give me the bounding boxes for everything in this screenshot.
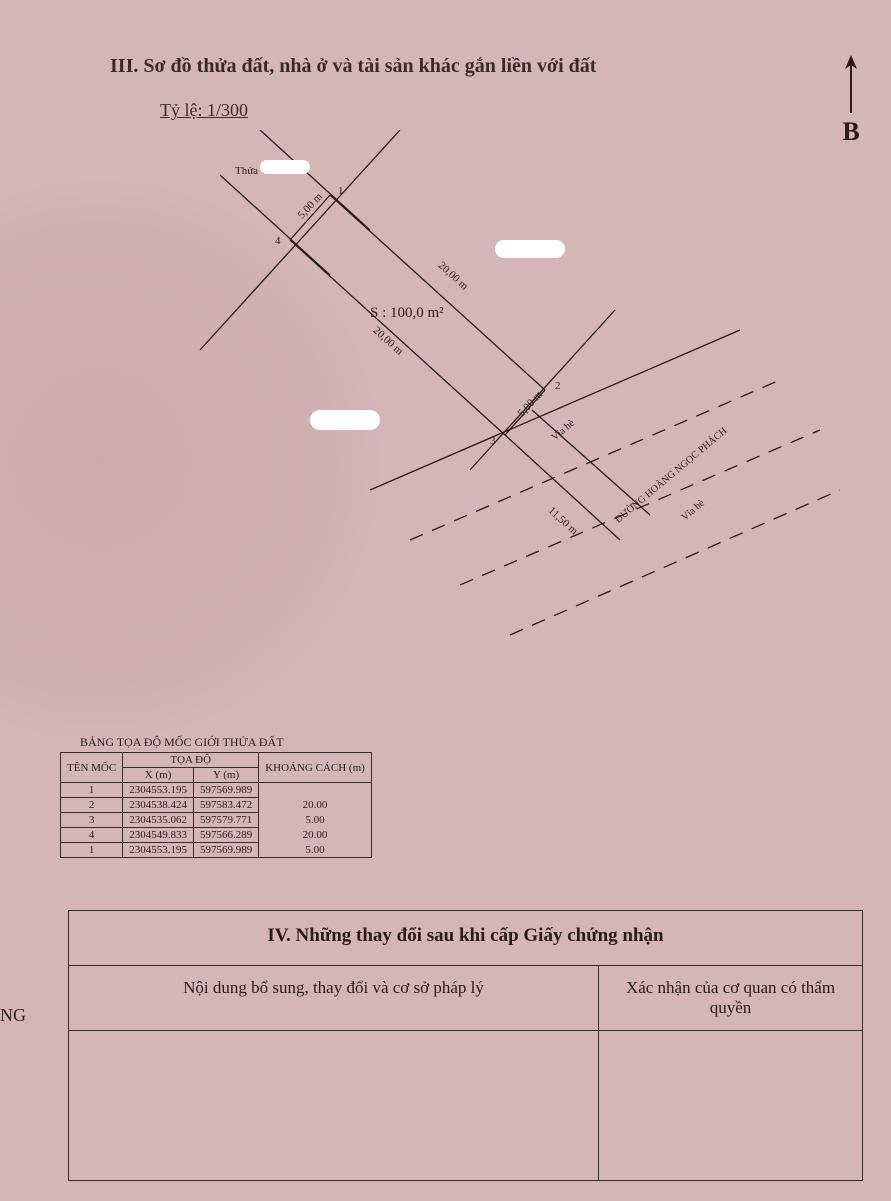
- redaction-3: [310, 410, 380, 430]
- table-row: 2 2304538.424 597583.472 20.00: [61, 798, 372, 813]
- corner-1: 1: [338, 185, 344, 197]
- section-4-col1-body: [69, 1031, 599, 1180]
- area-label: S : 100,0 m²: [370, 305, 444, 322]
- section-4-col2-body: [599, 1031, 862, 1180]
- th-tenmoc: TÊN MỐC: [61, 753, 123, 783]
- coord-table: BẢNG TỌA ĐỘ MỐC GIỚI THỬA ĐẤT TÊN MỐC TỌ…: [60, 735, 372, 858]
- section-4-col1-header: Nội dung bổ sung, thay đổi và cơ sở pháp…: [69, 966, 599, 1030]
- corner-4: 4: [275, 235, 281, 247]
- th-toado: TỌA ĐỘ: [123, 753, 259, 768]
- th-y: Y (m): [193, 768, 258, 783]
- table-row: 3 2304535.062 597579.771 5.00: [61, 813, 372, 828]
- section-3-title: III. Sơ đồ thửa đất, nhà ở và tài sản kh…: [110, 55, 596, 78]
- table-row: 4 2304549.833 597566.289 20.00: [61, 828, 372, 843]
- table-row: 1 2304553.195 597569.989 5.00: [61, 843, 372, 858]
- table-row: 1 2304553.195 597569.989: [61, 783, 372, 798]
- corner-3: 3: [490, 435, 496, 447]
- section-4-box: IV. Những thay đổi sau khi cấp Giấy chứn…: [68, 910, 863, 1181]
- adjacent-top: Thửa: [235, 165, 258, 177]
- th-x: X (m): [123, 768, 194, 783]
- section-4-col2-header: Xác nhận của cơ quan có thẩm quyền: [599, 966, 862, 1030]
- th-khoangcach: KHOẢNG CÁCH (m): [259, 753, 372, 783]
- redaction-2: [495, 240, 565, 258]
- section-4-title: IV. Những thay đổi sau khi cấp Giấy chứn…: [69, 911, 862, 965]
- coord-table-caption: BẢNG TỌA ĐỘ MỐC GIỚI THỬA ĐẤT: [60, 735, 372, 750]
- parcel-diagram: 1 4 2 3 5,00 m 20,00 m 20,00 m 5,00 m S …: [60, 130, 840, 710]
- redaction-1: [260, 160, 310, 174]
- left-edge-text: NG: [0, 1005, 26, 1026]
- scale-label: Tỷ lệ: 1/300: [160, 100, 248, 121]
- corner-2: 2: [555, 380, 561, 392]
